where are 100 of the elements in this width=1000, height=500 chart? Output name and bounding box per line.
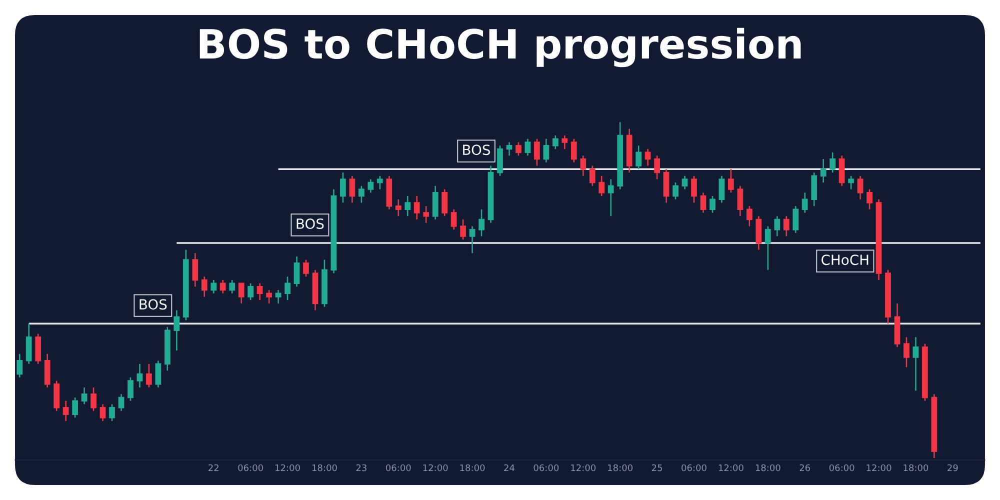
candlestick [35, 333, 42, 365]
candlestick [414, 195, 420, 220]
candlestick [608, 178, 614, 217]
candlestick [100, 404, 106, 422]
candlestick [552, 134, 558, 150]
candlestick [636, 144, 642, 170]
candlestick [164, 326, 170, 372]
candlestick [580, 155, 586, 176]
candlestick [506, 142, 512, 156]
candlestick [570, 138, 577, 164]
candlestick [830, 152, 836, 174]
candlestick [248, 282, 254, 301]
candlestick [894, 302, 900, 348]
candlestick [562, 134, 568, 150]
candlestick [820, 158, 826, 184]
x-tick-label: 23 [356, 464, 366, 472]
candlestick [404, 195, 411, 217]
candlestick [423, 205, 430, 224]
candlestick [478, 208, 484, 237]
candlestick [617, 121, 624, 190]
x-tick-label: 12:00 [571, 464, 596, 472]
candlestick [450, 208, 457, 230]
candlestick [182, 249, 189, 321]
candlestick [589, 165, 596, 187]
candlestick [322, 259, 328, 308]
candlestick [922, 343, 928, 402]
candlestick [395, 198, 402, 217]
candlestick [284, 276, 290, 301]
candlestick [691, 175, 697, 204]
candlestick [737, 185, 744, 217]
candlestick [516, 142, 522, 156]
candlestick [266, 289, 272, 304]
candlestick [136, 363, 143, 388]
candlestick [469, 226, 476, 254]
chart-title: BOS to CHoCH progression [200, 28, 801, 68]
candlestick [368, 178, 374, 194]
x-tick-label: 18:00 [756, 464, 780, 472]
candlestick [756, 216, 762, 250]
candlestick [340, 172, 346, 204]
annotation: BOS [296, 218, 324, 229]
candlestick [16, 353, 23, 378]
x-tick-label: 06:00 [682, 464, 706, 472]
candlestick [312, 269, 318, 311]
candlestick [931, 394, 938, 459]
candlestick [543, 138, 550, 164]
candlestick [303, 259, 309, 278]
annotation: CHoCH [822, 254, 868, 266]
candlestick [90, 386, 96, 412]
candlestick [44, 353, 50, 388]
candlestick [663, 168, 670, 204]
candlestick [488, 165, 494, 224]
candlestick [229, 279, 236, 294]
annotation: BOS [463, 144, 490, 156]
x-tick-label: 18:00 [460, 464, 485, 472]
candlestick [192, 252, 198, 288]
candlestick [802, 192, 808, 214]
candlestick [220, 279, 226, 294]
candlestick [275, 289, 282, 304]
candlestick [904, 336, 910, 368]
candlestick [876, 198, 882, 281]
x-tick-label: 12:00 [276, 464, 300, 472]
candlestick [718, 175, 725, 204]
candlestick [201, 276, 208, 298]
candlestick [811, 172, 818, 207]
candlestick [238, 282, 244, 304]
x-tick-label: 06:00 [238, 464, 263, 472]
candlestick [857, 175, 864, 200]
candlestick [764, 226, 771, 271]
candlestick [62, 400, 69, 422]
x-tick-label: 18:00 [904, 464, 928, 472]
x-tick-label: 29 [948, 464, 958, 472]
x-tick-label: 25 [652, 464, 662, 472]
candlestick [682, 175, 688, 190]
candlestick [330, 188, 337, 274]
candlestick [256, 282, 263, 301]
x-tick-label: 18:00 [312, 464, 337, 472]
candlestick [654, 155, 660, 180]
candlestick [376, 175, 383, 190]
candlestick [710, 195, 716, 214]
candlestick [81, 386, 88, 405]
candlestick [497, 144, 503, 176]
candlestick [783, 216, 790, 237]
candlestick [210, 279, 217, 294]
candlestick [146, 363, 152, 388]
candlestick [866, 188, 872, 210]
candlestick [349, 175, 356, 204]
candlestick [118, 394, 124, 412]
x-tick-label: 12:00 [866, 464, 892, 472]
candlestick [774, 216, 780, 237]
candlestick [128, 376, 134, 402]
candlestick [700, 192, 706, 214]
candlestick [72, 396, 78, 418]
candlestick [746, 205, 752, 227]
candlestick [432, 185, 438, 220]
candlestick [598, 175, 605, 197]
candlestick [644, 148, 651, 166]
candlestick [728, 168, 734, 194]
candlestick [26, 323, 32, 365]
candlestick [294, 256, 300, 288]
annotation: BOS [140, 299, 167, 310]
